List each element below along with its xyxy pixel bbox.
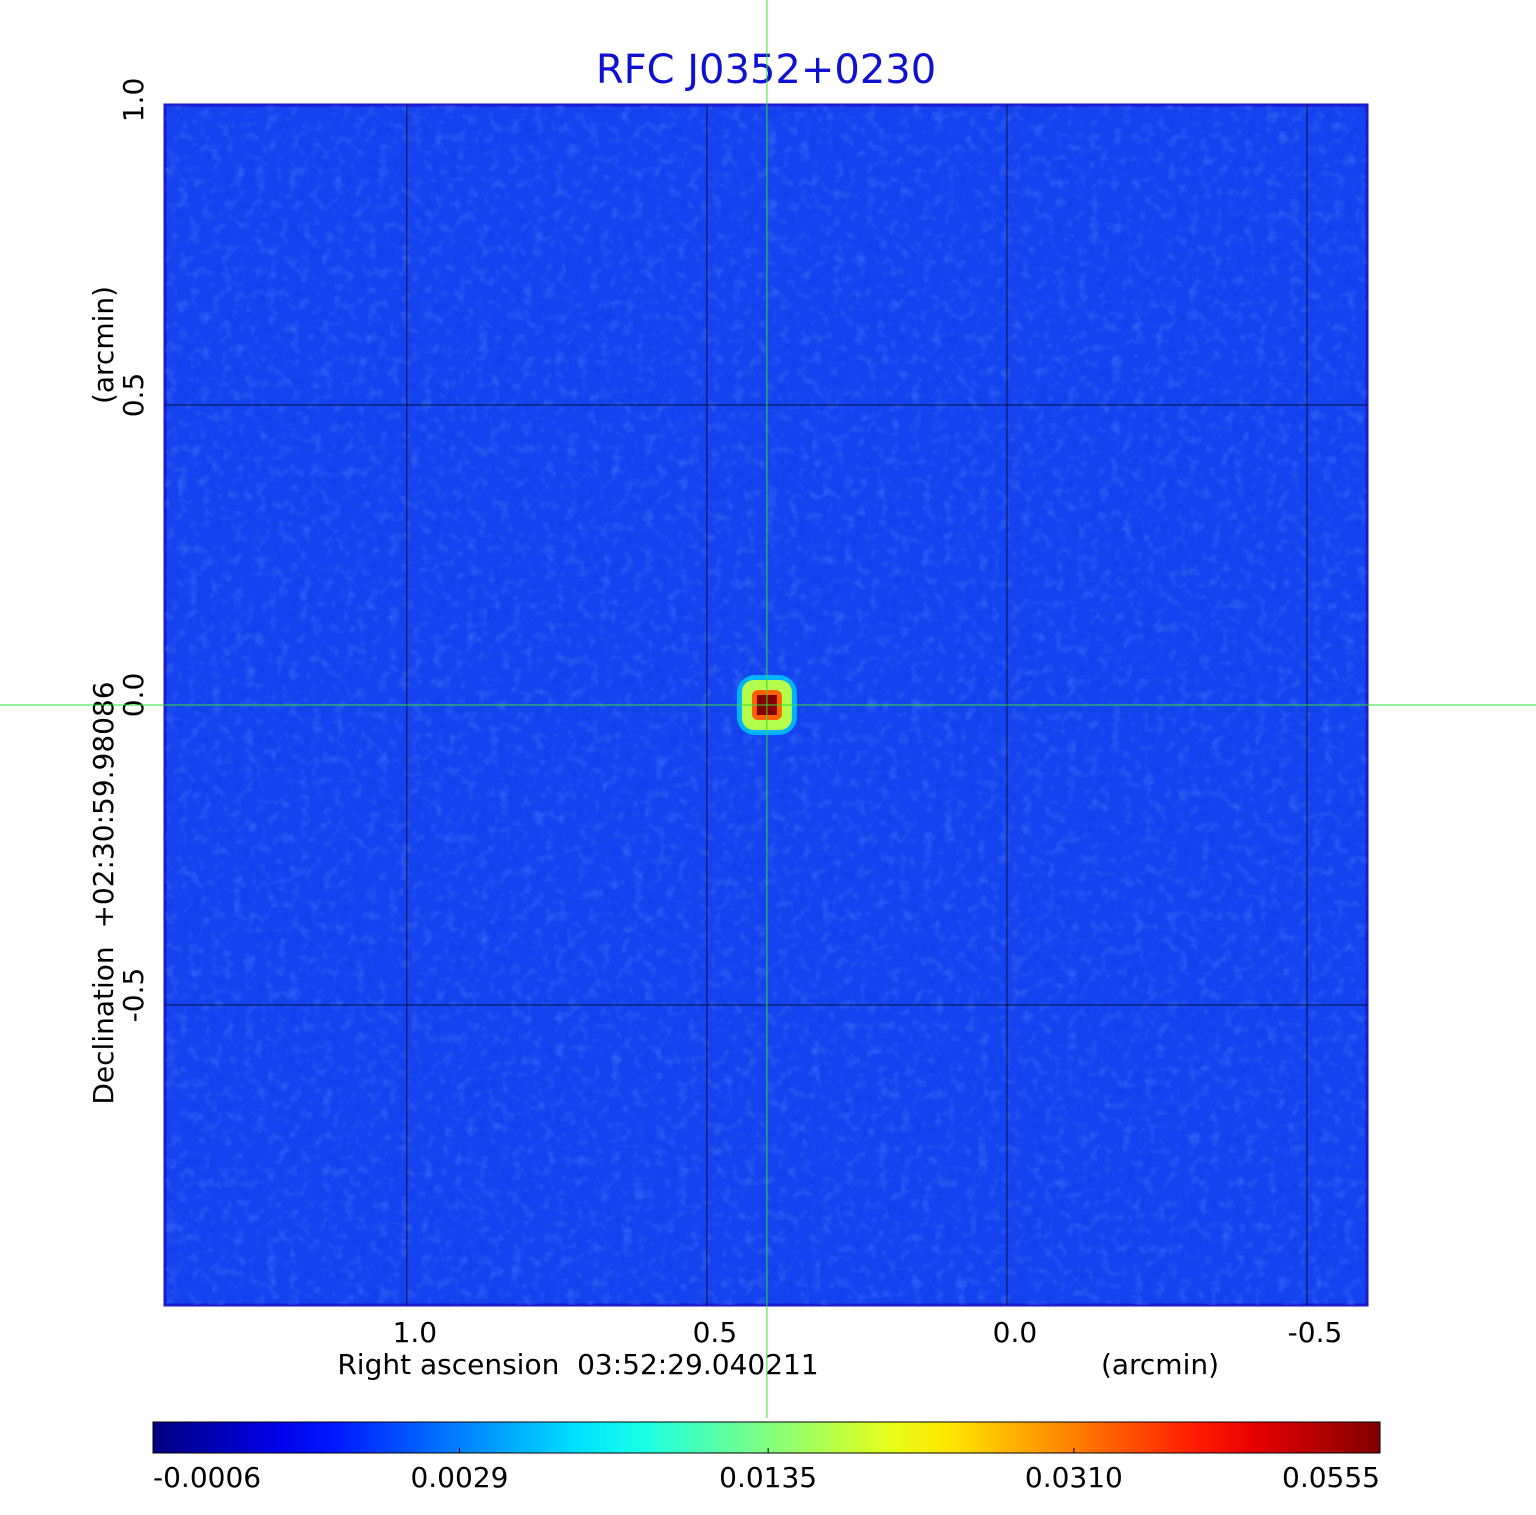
colorbar-tick-label: 0.0135 xyxy=(719,1461,817,1494)
chart-title: RFC J0352+0230 xyxy=(596,47,936,93)
colorbar-tick-label: 0.0555 xyxy=(1282,1461,1380,1494)
y-tick-label: 1.0 xyxy=(117,78,150,123)
x-tick-label: 1.0 xyxy=(393,1316,438,1349)
x-axis-unit: (arcmin) xyxy=(1101,1348,1219,1381)
x-tick-label: 0.0 xyxy=(993,1316,1038,1349)
colorbar xyxy=(152,1421,1381,1454)
y-tick-label: -0.5 xyxy=(117,968,150,1023)
y-axis-unit: (arcmin) xyxy=(87,286,120,404)
x-tick-label: -0.5 xyxy=(1288,1316,1343,1349)
y-axis-label: Declination +02:30:59.98086 xyxy=(87,681,120,1104)
y-tick-label: 0.5 xyxy=(117,373,150,418)
colorbar-tick-label: -0.0006 xyxy=(153,1461,261,1494)
colorbar-tick-label: 0.0029 xyxy=(410,1461,508,1494)
colorbar-tick-label: 0.0310 xyxy=(1025,1461,1123,1494)
x-tick-label: 0.5 xyxy=(693,1316,738,1349)
x-axis-label: Right ascension 03:52:29.040211 xyxy=(337,1348,818,1381)
y-tick-label: 0.0 xyxy=(117,673,150,718)
